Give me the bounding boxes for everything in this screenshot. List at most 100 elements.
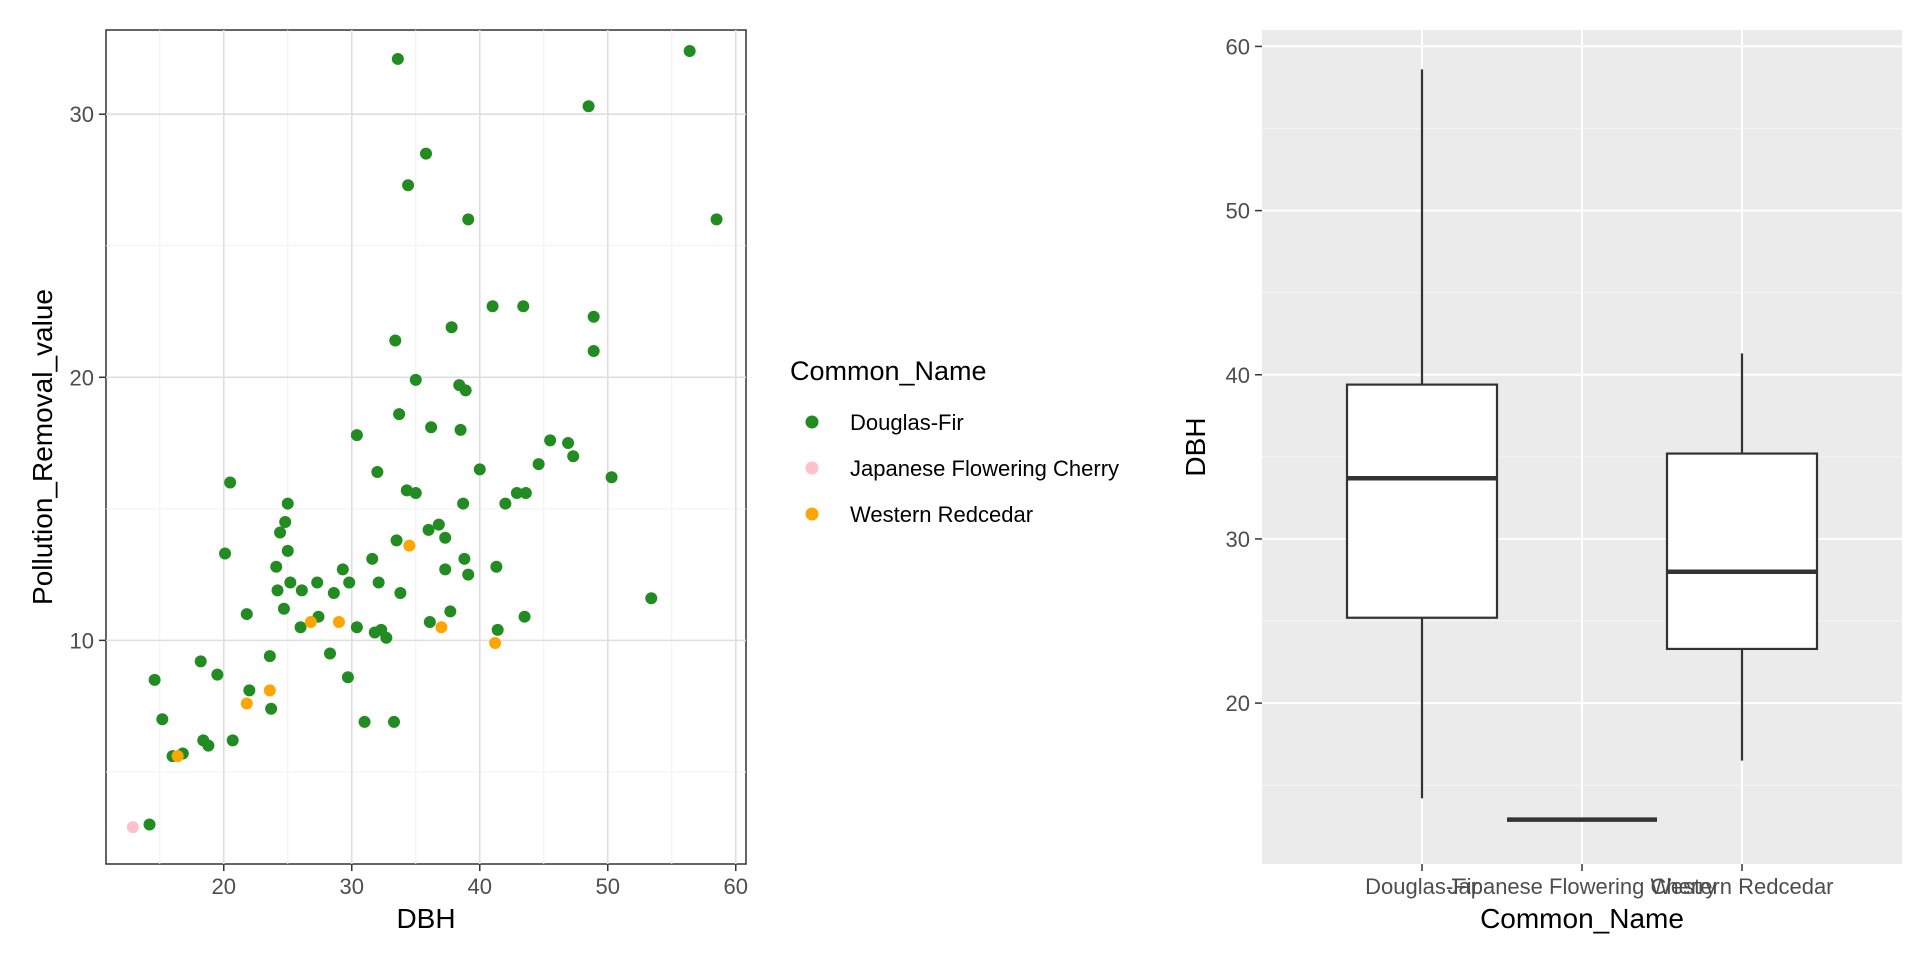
legend: Common_Name Douglas-Fir Japanese Flowerin… (790, 356, 1119, 527)
scatter-point-douglas-fir (582, 100, 595, 113)
scatter-point-douglas-fir (263, 650, 276, 663)
scatter-point-douglas-fir (240, 608, 253, 621)
scatter-point-western-redcedar (304, 615, 317, 628)
boxplot-x-axis-title: Common_Name (1480, 903, 1684, 934)
scatter-point-western-redcedar (332, 615, 345, 628)
scatter-x-tick-label: 30 (340, 874, 364, 899)
scatter-point-douglas-fir (499, 497, 512, 510)
boxplot-boxes (1345, 69, 1819, 822)
scatter-point-douglas-fir (143, 818, 156, 831)
scatter-point-douglas-fir (366, 552, 379, 565)
scatter-point-douglas-fir (432, 518, 445, 531)
scatter-point-douglas-fir (226, 734, 239, 747)
scatter-point-douglas-fir (350, 621, 363, 634)
scatter-point-douglas-fir (372, 576, 385, 589)
scatter-point-douglas-fir (394, 587, 407, 600)
scatter-ticks: 20 30 40 50 60 10 20 30 (70, 102, 748, 899)
scatter-point-douglas-fir (462, 213, 475, 226)
scatter-point-douglas-fir (390, 534, 403, 547)
boxplot-y-tick-label: 20 (1226, 691, 1250, 716)
scatter-point-douglas-fir (458, 552, 471, 565)
boxplot-x-tick-label: Japanese Flowering Cherry (1447, 874, 1716, 899)
scatter-point-douglas-fir (311, 576, 324, 589)
legend-label-japanese-flowering-cherry: Japanese Flowering Cherry (850, 456, 1119, 481)
scatter-point-douglas-fir (473, 463, 486, 476)
scatter-point-douglas-fir (491, 623, 504, 636)
scatter-point-douglas-fir (439, 531, 452, 544)
scatter-point-douglas-fir (294, 621, 307, 634)
box-iqr-rect (1345, 383, 1499, 619)
legend-entries: Douglas-Fir Japanese Flowering Cherry West… (805, 410, 1119, 527)
scatter-point-douglas-fir (490, 560, 503, 573)
scatter-point-douglas-fir (391, 52, 404, 65)
scatter-point-douglas-fir (439, 563, 452, 576)
scatter-point-douglas-fir (519, 487, 532, 500)
scatter-point-western-redcedar (435, 621, 448, 634)
scatter-point-douglas-fir (444, 605, 457, 618)
scatter-point-douglas-fir (380, 631, 393, 644)
scatter-point-douglas-fir (422, 523, 435, 536)
legend-label-western-redcedar: Western Redcedar (850, 502, 1033, 527)
legend-key-douglas-fir (805, 415, 819, 429)
scatter-point-douglas-fir (462, 568, 475, 581)
scatter-point-douglas-fir (265, 702, 278, 715)
scatter-point-douglas-fir (350, 429, 363, 442)
scatter-x-tick-label: 60 (724, 874, 748, 899)
scatter-point-douglas-fir (219, 547, 232, 560)
scatter-point-western-redcedar (489, 637, 502, 650)
scatter-x-axis-title: DBH (396, 903, 455, 934)
legend-key-western-redcedar (805, 507, 819, 521)
scatter-y-tick-label: 30 (70, 102, 94, 127)
scatter-point-douglas-fir (336, 563, 349, 576)
scatter-point-douglas-fir (324, 647, 336, 660)
scatter-point-douglas-fir (486, 300, 499, 313)
scatter-x-tick-label: 40 (468, 874, 492, 899)
scatter-point-douglas-fir (423, 615, 436, 628)
boxplot-y-tick-label: 30 (1226, 527, 1250, 552)
scatter-point-western-redcedar (240, 697, 253, 710)
scatter-point-douglas-fir (194, 655, 207, 668)
scatter-point-douglas-fir (409, 487, 422, 500)
scatter-y-axis-title: Pollution_Removal_value (27, 289, 58, 605)
scatter-y-tick-label: 10 (70, 628, 94, 653)
scatter-point-douglas-fir (224, 476, 237, 489)
scatter-point-douglas-fir (277, 602, 290, 615)
boxplot-x-tick-label: Douglas-Fir (1365, 874, 1479, 899)
scatter-point-douglas-fir (587, 310, 600, 323)
scatter-point-douglas-fir (295, 584, 308, 597)
boxplot-y-tick-label: 50 (1226, 199, 1250, 224)
scatter-point-douglas-fir (371, 465, 384, 478)
scatter-point-douglas-fir (202, 739, 215, 752)
scatter-point-douglas-fir (645, 592, 658, 605)
scatter-point-western-redcedar (263, 684, 276, 697)
legend-label-douglas-fir: Douglas-Fir (850, 410, 964, 435)
scatter-point-douglas-fir (393, 408, 406, 421)
scatter-point-douglas-fir (389, 334, 402, 347)
boxplot-y-axis-title: DBH (1180, 417, 1211, 476)
scatter-point-douglas-fir (284, 576, 297, 589)
scatter-point-douglas-fir (343, 576, 356, 589)
scatter-point-douglas-fir (156, 713, 169, 726)
scatter-point-douglas-fir (327, 587, 340, 600)
scatter-y-tick-label: 20 (70, 365, 94, 390)
scatter-point-douglas-fir (425, 421, 438, 434)
scatter-point-douglas-fir (279, 515, 292, 528)
scatter-point-douglas-fir (544, 434, 557, 447)
scatter-point-japanese-flowering-cherry (126, 821, 139, 834)
scatter-point-douglas-fir (605, 471, 618, 484)
scatter-point-douglas-fir (420, 147, 432, 160)
scatter-point-douglas-fir (243, 684, 256, 697)
scatter-point-douglas-fir (459, 384, 472, 397)
scatter-point-douglas-fir (454, 423, 467, 436)
scatter-point-western-redcedar (403, 539, 416, 552)
scatter-point-douglas-fir (567, 450, 580, 463)
boxplot-y-tick-label: 60 (1226, 34, 1250, 59)
scatter-point-douglas-fir (710, 213, 723, 226)
legend-key-japanese-flowering-cherry (805, 461, 819, 475)
scatter-panel: 20 30 40 50 60 10 20 30 DBH Pollution_Removal_v… (27, 29, 748, 934)
scatter-point-douglas-fir (271, 584, 284, 597)
scatter-point-douglas-fir (587, 344, 600, 357)
